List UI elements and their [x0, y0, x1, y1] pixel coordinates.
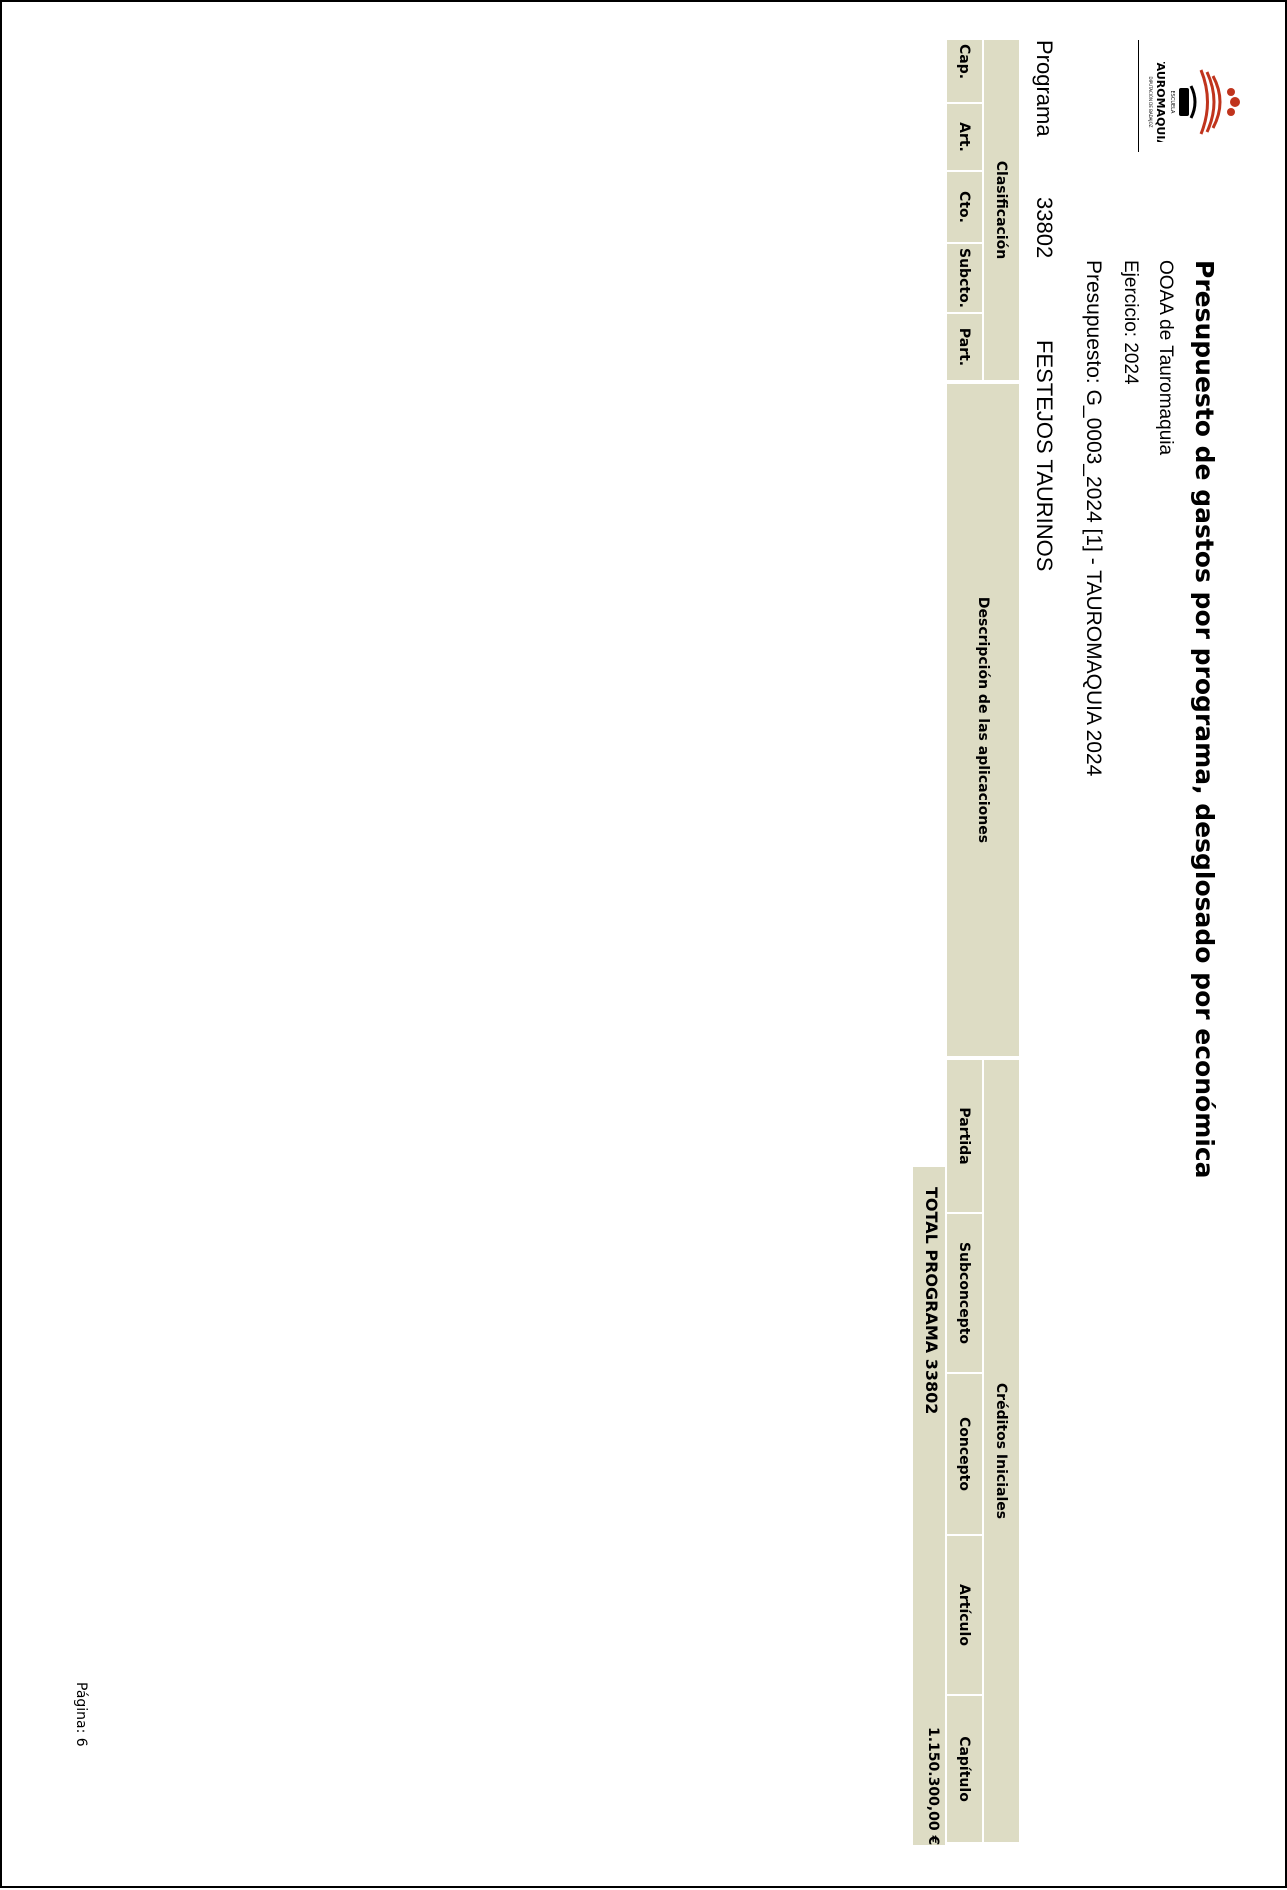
- total-program-label: TOTAL PROGRAMA 33802: [922, 1187, 941, 1415]
- budget-reference: Presupuesto: G_0003_2024 [1] - TAUROMAQU…: [1082, 260, 1105, 777]
- program-code: 33802: [1032, 197, 1057, 259]
- report-title: Presupuesto de gastos por programa, desg…: [1190, 260, 1219, 1179]
- col-concepto-header: Concepto: [947, 1374, 982, 1534]
- col-subcto-header: Subcto.: [947, 244, 982, 312]
- col-capitulo-header: Capítulo: [947, 1696, 982, 1842]
- program-label: Programa: [1032, 40, 1057, 137]
- col-cto-header: Cto.: [947, 172, 982, 242]
- logo-sub-text: DIPUTACIÓN DE BADAJOZ: [1148, 77, 1153, 128]
- classification-group-header: Clasificación: [984, 40, 1019, 380]
- exercise-year: Ejercicio: 2024: [1120, 260, 1141, 385]
- logo-small-text: ESCUELA: [1169, 91, 1175, 115]
- col-articulo-header: Artículo: [947, 1536, 982, 1694]
- col-part-header: Part.: [947, 314, 982, 380]
- col-subconcepto-header: Subconcepto: [947, 1214, 982, 1372]
- credits-group-header: Créditos Iniciales: [984, 1060, 1019, 1842]
- col-partida-header: Partida: [947, 1060, 982, 1212]
- program-name: FESTEJOS TAURINOS: [1032, 340, 1057, 572]
- col-art-header: Art.: [947, 104, 982, 170]
- col-description-header: Descripción de las aplicaciones: [947, 384, 1019, 1056]
- logo-main-text: TAUROMAQUIA: [1154, 62, 1167, 142]
- page-number: Página: 6: [73, 1682, 89, 1747]
- col-cap-header: Cap.: [947, 40, 982, 102]
- organization-name: OOAA de Tauromaquia: [1155, 260, 1176, 456]
- total-program-value: 1.150.300,00 €: [925, 1727, 941, 1846]
- logo-divider: [1138, 40, 1139, 152]
- tauromaquia-logo: ESCUELA TAUROMAQUIA DIPUTACIÓN DE BADAJO…: [1141, 62, 1241, 142]
